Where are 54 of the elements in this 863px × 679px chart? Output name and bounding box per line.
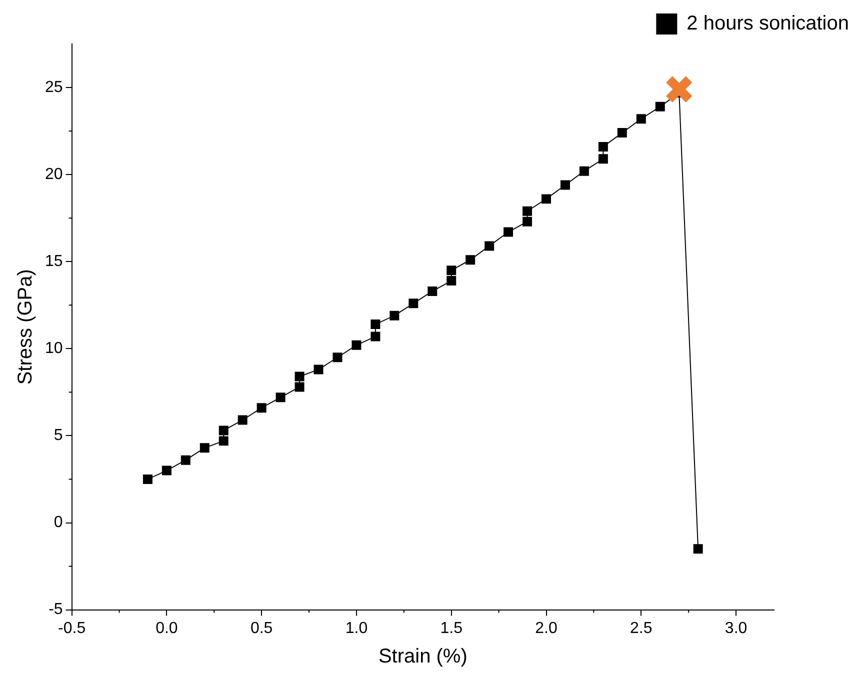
point [314,364,324,374]
point [218,426,228,436]
point [370,332,380,342]
point [428,286,438,296]
point [522,206,532,216]
point [294,382,304,392]
x-tick-label: 3.0 [724,620,748,637]
point [598,142,608,152]
x-axis-title: Strain (%) [378,646,468,668]
point [484,241,494,251]
x-tick-label: 0.0 [156,620,178,637]
point [504,227,514,237]
y-tick-label: 10 [45,340,63,358]
point [664,74,694,104]
y-axis-title: Stress (GPa) [14,269,37,385]
x-tick-label: 2.5 [630,620,652,637]
point [522,216,532,226]
y-tick-label: 5 [54,427,63,444]
point [466,255,476,265]
x-tick-label: 1.5 [440,620,463,637]
point [655,102,665,112]
legend-label: 2 hours sonication [686,12,850,35]
x-tick-label: 1.0 [345,620,368,637]
point [142,474,152,484]
y-tick-label: 25 [45,78,63,96]
y-tick-label: 15 [45,253,63,270]
point [162,466,172,476]
point [390,310,400,320]
y-tick-label: 20 [45,166,63,183]
point [332,352,342,362]
y-tick-label: 0 [54,514,63,532]
point [294,372,304,382]
point [446,266,456,276]
point [617,128,627,138]
point [446,276,456,286]
point [238,415,248,425]
point [200,443,210,453]
point [408,298,418,308]
point [180,455,190,465]
point [542,194,551,204]
y-tick-label: -5 [48,601,63,618]
point [352,340,362,350]
x-tick-label: -0.5 [58,620,86,637]
x-tick-label: 0.5 [250,620,273,637]
point [256,403,266,413]
point [693,544,703,554]
point [598,154,608,164]
point [276,392,286,402]
point [579,166,589,176]
point [370,320,380,330]
point [560,180,570,190]
x-tick-label: 2.0 [535,620,558,637]
point [636,114,646,124]
point [218,436,228,446]
